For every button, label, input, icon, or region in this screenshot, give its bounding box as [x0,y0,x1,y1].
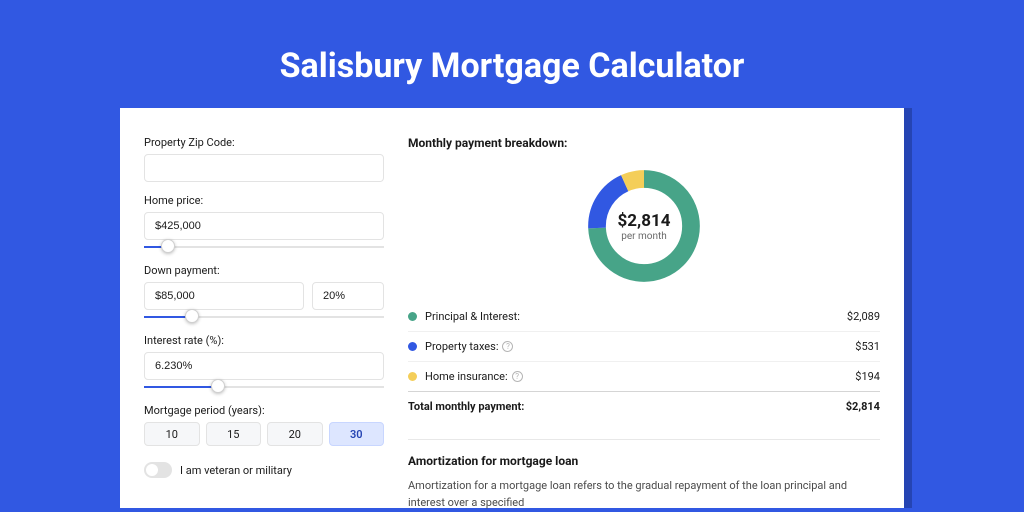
field-mortgage-period: Mortgage period (years): 10152030 [144,404,384,446]
period-button-10[interactable]: 10 [144,422,200,446]
breakdown-value: $194 [855,370,880,383]
total-label: Total monthly payment: [408,400,846,413]
veteran-label: I am veteran or military [180,464,292,477]
period-button-30[interactable]: 30 [329,422,385,446]
breakdown-total-row: Total monthly payment:$2,814 [408,391,880,421]
field-home-price: Home price: [144,194,384,252]
breakdown-row: Principal & Interest:$2,089 [408,302,880,331]
home-price-label: Home price: [144,194,384,207]
breakdown-label: Principal & Interest: [425,310,847,323]
breakdown-row: Home insurance:?$194 [408,361,880,391]
zip-input[interactable] [144,154,384,182]
period-button-20[interactable]: 20 [267,422,323,446]
period-buttons: 10152030 [144,422,384,446]
interest-rate-input[interactable] [144,352,384,380]
swatch-icon [408,372,417,381]
home-price-input[interactable] [144,212,384,240]
swatch-icon [408,342,417,351]
home-price-slider[interactable] [144,242,384,252]
down-payment-slider[interactable] [144,312,384,322]
breakdown-value: $2,089 [847,310,880,323]
breakdown-value: $531 [855,340,880,353]
donut-chart: $2,814 per month [582,164,706,288]
total-value: $2,814 [846,400,880,413]
veteran-toggle[interactable] [144,462,172,478]
amortization-block: Amortization for mortgage loan Amortizat… [408,439,880,511]
donut-center-sub: per month [621,231,667,242]
breakdown-title: Monthly payment breakdown: [408,136,880,150]
down-payment-percent-input[interactable] [312,282,384,310]
form-column: Property Zip Code: Home price: Down paym… [144,136,384,511]
page-title: Salisbury Mortgage Calculator [0,0,1024,108]
field-down-payment: Down payment: [144,264,384,322]
help-icon[interactable]: ? [512,371,523,382]
donut-center-amount: $2,814 [618,211,671,231]
field-zip: Property Zip Code: [144,136,384,182]
interest-rate-slider[interactable] [144,382,384,392]
field-interest-rate: Interest rate (%): [144,334,384,392]
breakdown-row: Property taxes:?$531 [408,331,880,361]
swatch-icon [408,312,417,321]
amortization-text: Amortization for a mortgage loan refers … [408,478,880,511]
interest-rate-label: Interest rate (%): [144,334,384,347]
down-payment-label: Down payment: [144,264,384,277]
mortgage-period-label: Mortgage period (years): [144,404,384,417]
donut-wrap: $2,814 per month [408,164,880,288]
veteran-toggle-row: I am veteran or military [144,462,384,478]
calculator-card: Property Zip Code: Home price: Down paym… [120,108,904,508]
breakdown-table: Principal & Interest:$2,089Property taxe… [408,302,880,421]
down-payment-amount-input[interactable] [144,282,304,310]
zip-label: Property Zip Code: [144,136,384,149]
breakdown-label: Home insurance:? [425,370,855,383]
breakdown-label: Property taxes:? [425,340,855,353]
amortization-title: Amortization for mortgage loan [408,454,880,468]
breakdown-column: Monthly payment breakdown: $2,814 per mo… [408,136,880,511]
help-icon[interactable]: ? [502,341,513,352]
period-button-15[interactable]: 15 [206,422,262,446]
